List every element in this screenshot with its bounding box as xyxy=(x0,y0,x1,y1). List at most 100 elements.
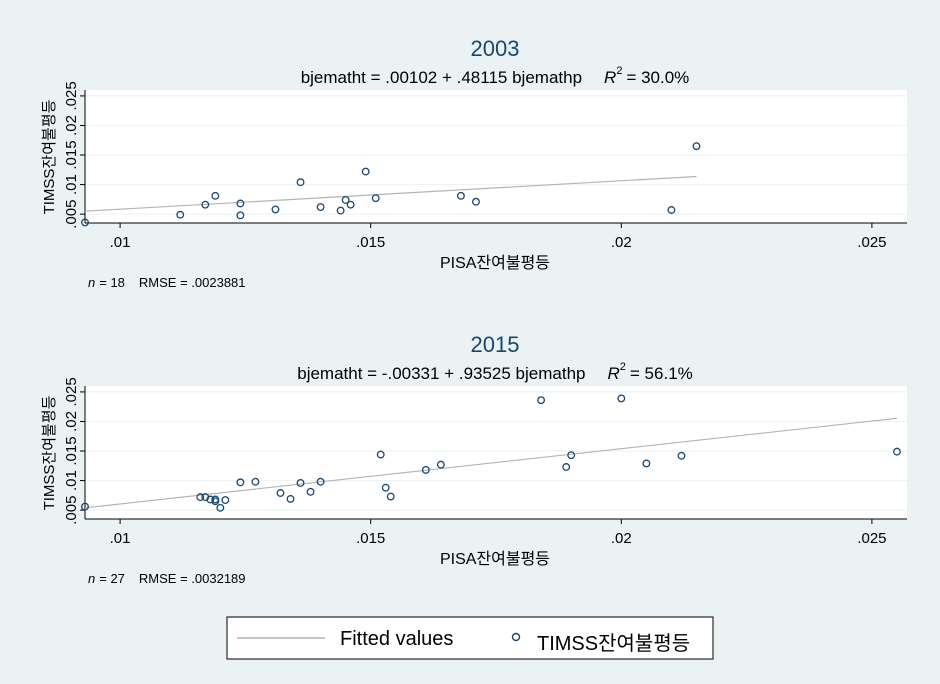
y-tick-label: .015 xyxy=(63,140,80,169)
x-tick-label: .02 xyxy=(611,530,632,547)
data-point xyxy=(81,502,89,511)
data-point xyxy=(296,478,305,487)
data-point xyxy=(346,200,355,209)
data-points xyxy=(81,142,701,227)
data-point xyxy=(436,460,445,469)
n-value: = 18 xyxy=(99,275,125,290)
data-point xyxy=(206,495,215,504)
data-point xyxy=(176,210,185,219)
chart-subtitle: bjematht = .00102 + .48115 bjemathp R2 = 3… xyxy=(301,65,690,87)
y-tick-label: .01 xyxy=(63,174,80,195)
data-point xyxy=(271,205,280,214)
x-tick-label: .025 xyxy=(857,234,886,251)
data-point xyxy=(81,218,89,227)
legend-label-points: TIMSS잔여불평등 xyxy=(537,632,690,655)
regression-equation: bjematht = -.00331 + .93525 bjemathp xyxy=(297,364,585,383)
data-point xyxy=(236,199,245,208)
data-point xyxy=(296,178,305,187)
r2-superscript: 2 xyxy=(620,361,626,373)
y-ticks: .005 .01 .015 .02 .025 xyxy=(63,81,85,229)
fitted-line xyxy=(84,417,898,509)
y-tick-label: .005 xyxy=(63,200,80,229)
data-point xyxy=(667,206,676,214)
n-label: n xyxy=(88,275,95,290)
data-point xyxy=(642,459,651,468)
y-tick-label: .005 xyxy=(63,496,80,525)
data-point xyxy=(211,495,220,504)
x-tick-label: .025 xyxy=(857,530,886,547)
data-point xyxy=(376,450,385,459)
chart-title: 2015 xyxy=(471,332,520,357)
rmse-value: RMSE = .0023881 xyxy=(139,275,246,290)
y-tick-label: .02 xyxy=(63,411,80,432)
data-point xyxy=(386,492,395,501)
plot-area xyxy=(85,90,907,223)
data-point xyxy=(456,191,465,200)
data-point xyxy=(567,451,576,460)
data-point xyxy=(216,503,225,512)
data-point xyxy=(677,451,686,460)
y-tick-label: .015 xyxy=(63,436,80,465)
grid-lines xyxy=(85,95,907,215)
data-point xyxy=(286,494,295,503)
regression-equation: bjematht = .00102 + .48115 bjemathp xyxy=(301,68,582,87)
data-point xyxy=(196,493,205,502)
r2-superscript: 2 xyxy=(616,65,622,77)
data-point xyxy=(316,203,325,211)
x-tick-label: .01 xyxy=(110,234,131,251)
y-axis-label: TIMSS잔여불평등 xyxy=(41,99,58,214)
legend-hollow-circle-icon xyxy=(511,632,521,642)
r2-value: = 56.1% xyxy=(630,364,693,383)
legend-label-fitted: Fitted values xyxy=(340,628,453,650)
sample-note: n = 27 RMSE = .0032189 xyxy=(88,571,246,586)
y-axis-label: TIMSS잔여불평등 xyxy=(41,395,58,510)
data-point xyxy=(472,197,480,206)
data-point xyxy=(316,477,325,486)
sample-note: n = 18 RMSE = .0023881 xyxy=(88,275,246,290)
data-point xyxy=(371,194,380,203)
data-point xyxy=(336,206,345,215)
r2-symbol: R xyxy=(604,68,616,87)
x-axis-label: PISA잔여불평등 xyxy=(440,550,550,568)
n-label: n xyxy=(88,571,95,586)
panel-2003: 2003 bjematht = .00102 + .48115 bjemathp… xyxy=(41,36,907,290)
y-ticks: .005 .01 .015 .02 .025 xyxy=(63,377,85,525)
x-tick-label: .02 xyxy=(611,234,632,251)
r2-value: = 30.0% xyxy=(626,68,689,87)
panel-2015: 2015 bjematht = -.00331 + .93525 bjemath… xyxy=(41,332,907,586)
data-point xyxy=(692,142,701,151)
data-points xyxy=(81,394,901,512)
data-point xyxy=(562,463,571,471)
x-axis-label: PISA잔여불평등 xyxy=(440,254,550,272)
data-point xyxy=(361,167,370,176)
chart-title: 2003 xyxy=(471,36,520,61)
data-point xyxy=(537,396,546,405)
x-ticks: .01 .015 .02 .025 xyxy=(110,519,887,547)
n-value: = 27 xyxy=(99,571,125,586)
data-point xyxy=(211,191,220,200)
x-tick-label: .015 xyxy=(356,530,385,547)
r2-symbol: R xyxy=(608,364,620,383)
data-point xyxy=(251,477,260,486)
x-tick-label: .015 xyxy=(356,234,385,251)
data-point xyxy=(381,483,390,492)
x-ticks: .01 .015 .02 .025 xyxy=(110,223,887,251)
data-point xyxy=(221,496,230,505)
y-tick-label: .01 xyxy=(63,470,80,491)
data-point xyxy=(276,489,285,497)
rmse-value: RMSE = .0032189 xyxy=(139,571,246,586)
chart-subtitle: bjematht = -.00331 + .93525 bjemathp R2 = … xyxy=(297,361,693,383)
x-tick-label: .01 xyxy=(110,530,131,547)
y-tick-label: .02 xyxy=(63,115,80,136)
plot-area xyxy=(85,386,907,519)
data-point xyxy=(421,465,430,474)
data-point xyxy=(893,447,901,456)
data-point xyxy=(341,195,350,204)
data-point xyxy=(617,394,626,403)
y-tick-label: .025 xyxy=(63,377,80,406)
data-point xyxy=(201,200,210,209)
data-point xyxy=(306,487,315,496)
data-point xyxy=(236,478,245,487)
legend: Fitted values TIMSS잔여불평등 xyxy=(226,616,714,660)
